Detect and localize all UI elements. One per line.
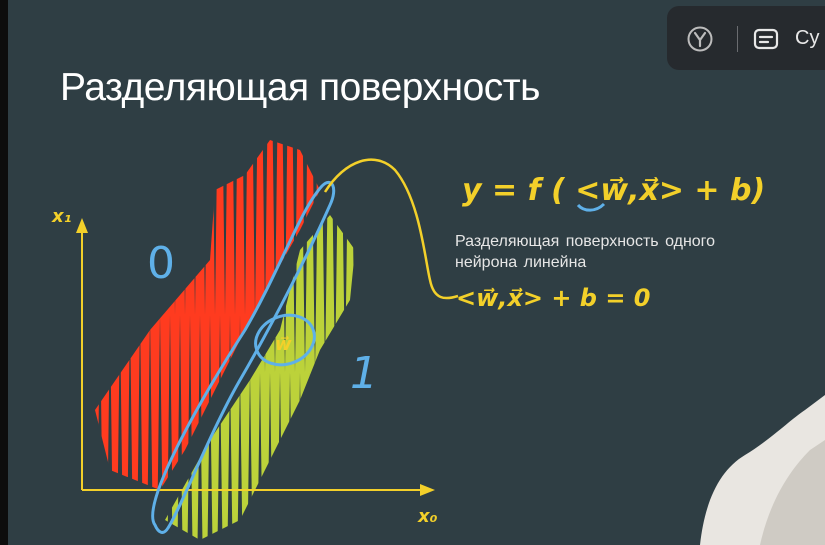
normal-vector-label: w⃗ xyxy=(275,334,292,355)
annotation-connector xyxy=(325,160,458,298)
yandex-logo-icon[interactable] xyxy=(687,26,713,52)
subtitles-label[interactable]: Су xyxy=(795,27,819,50)
player-overlay-toolbar: Су xyxy=(667,6,825,70)
axis-x-label: x₀ xyxy=(417,506,438,527)
formula-boundary: <w⃗,x⃗> + b = 0 xyxy=(456,284,651,312)
class-1-label: 1 xyxy=(350,348,378,399)
axis-x-arrow xyxy=(420,484,435,496)
axis-y-arrow xyxy=(76,218,88,233)
formula-main: y = f ( <w⃗,x⃗> + b) xyxy=(462,173,765,208)
overlay-divider xyxy=(737,26,738,52)
class-0-label: 0 xyxy=(147,238,175,289)
axis-y-label: x₁ xyxy=(51,206,72,227)
subtitles-icon[interactable] xyxy=(753,26,779,52)
lecturer-video xyxy=(700,395,825,545)
